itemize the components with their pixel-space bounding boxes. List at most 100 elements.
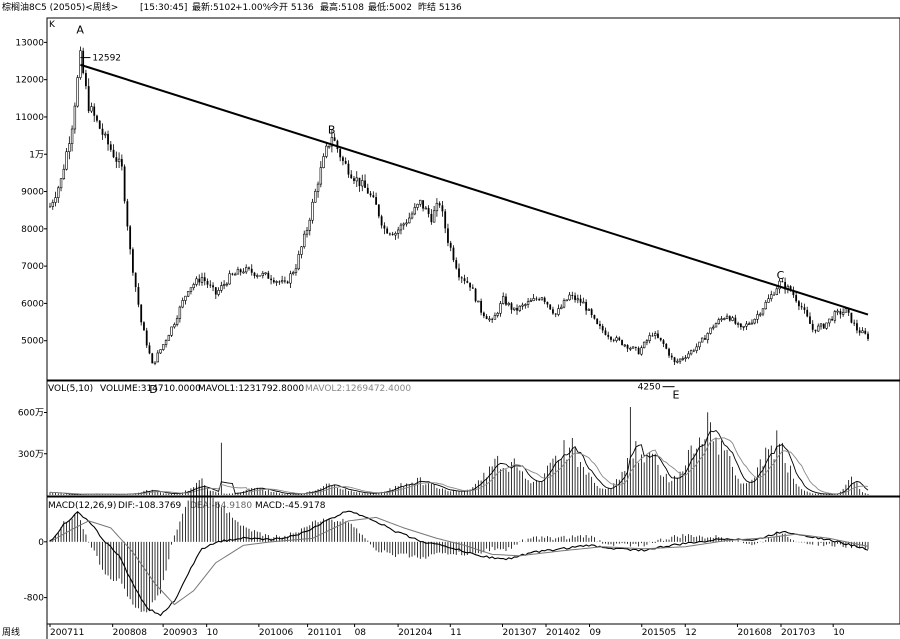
macd-indicator-name: MACD(12,26,9) [48,501,116,511]
candle-up [70,128,74,144]
price-tick-label: 11000 [15,113,44,123]
candle-up [184,295,187,301]
candle-down [585,302,588,311]
candle-up [242,271,245,274]
candle-up [761,308,765,315]
candle-down [549,304,552,310]
candle-down [673,357,676,363]
price-axis-corner-label: K [49,20,56,30]
candle-up [413,207,416,215]
candle-up [200,277,204,283]
candle-up [695,346,698,351]
candle-up [861,330,864,334]
candle-down [455,260,458,269]
candle-up [280,280,284,283]
candle-down [333,137,336,141]
candle-down [734,317,737,324]
candle-down [800,306,803,308]
candle-down [798,301,800,307]
candle-down [538,299,541,301]
price-tick-label: 7000 [21,262,44,272]
candle-down [427,208,430,214]
candle-down [811,323,814,330]
candle-up [316,183,320,192]
annotation-a: A [76,23,84,36]
candle-up [496,312,499,316]
candle-down [867,333,869,339]
quote-high: 最高:5108 [320,1,364,13]
candle-down [126,201,129,227]
candle-down [659,337,662,341]
candle-down [510,303,513,310]
candle-down [612,339,615,341]
candle-up [756,314,759,320]
date-tick-label: 201006 [259,628,294,638]
candle-up [394,233,397,236]
quote-header: 棕榈油8C5 (20505)<周线> [15:30:45] 最新:5102 +1… [2,1,462,13]
candle-down [112,149,115,158]
candle-down [137,287,140,305]
candle-up [764,302,767,310]
candle-down [214,287,217,295]
candle-up [502,296,505,304]
candle-down [441,205,444,212]
macd-histogram [49,478,869,613]
candle-down [856,323,858,331]
candle-down [283,280,286,282]
candle-up [841,311,845,315]
date-tick-label: 201505 [642,628,676,638]
candle-down [482,312,485,317]
candle-down [140,304,143,323]
candle-up [397,229,400,234]
volume-indicator-name: VOL(5,10) [48,384,93,394]
candle-down [389,233,391,235]
candle-down [543,297,546,302]
candle-up [775,288,779,295]
candle-down [662,340,665,344]
candle-up [90,106,93,112]
date-tick-label: 10 [833,628,845,638]
candle-down [626,344,629,349]
macd-tick-label: -800 [24,594,45,604]
volume-header: VOL(5,10) VOLUME:314710.0000 MAVOL1:1231… [48,384,411,394]
candle-up [477,300,480,303]
candle-down [784,282,786,290]
candle-down [151,353,154,364]
date-tick-label: 200711 [50,628,84,638]
candle-up [629,347,632,350]
candle-up [222,284,226,286]
candle-up [264,272,267,275]
candle-up [717,319,720,324]
candle-up [568,294,571,301]
candle-down [491,318,494,320]
macd-value: MACD:-45.9178 [255,501,326,511]
candle-down [96,115,98,121]
candle-down [101,128,104,135]
candle-up [529,300,533,303]
date-tick-label: 09 [590,628,602,638]
candle-up [159,349,162,354]
candle-up [289,273,292,284]
annotation-b: B [328,124,336,137]
candle-up [51,202,54,207]
candle-down [618,337,621,340]
candle-up [681,358,685,360]
candle-down [259,275,261,277]
candle-down [267,272,270,279]
candle-up [300,246,303,255]
candle-down [864,330,867,334]
candle-down [115,157,118,162]
date-tick-label: 10 [207,628,219,638]
candle-up [676,360,679,363]
candle-up [645,340,649,343]
quote-prev-close: 昨结 5136 [418,1,462,13]
candle-up [217,290,220,295]
candle-up [631,346,635,349]
candle-up [720,318,723,321]
candle-up [576,298,580,301]
candle-down [554,313,557,315]
candle-up [178,306,182,319]
candle-down [853,322,856,324]
price-tick-label: 12000 [15,76,44,86]
